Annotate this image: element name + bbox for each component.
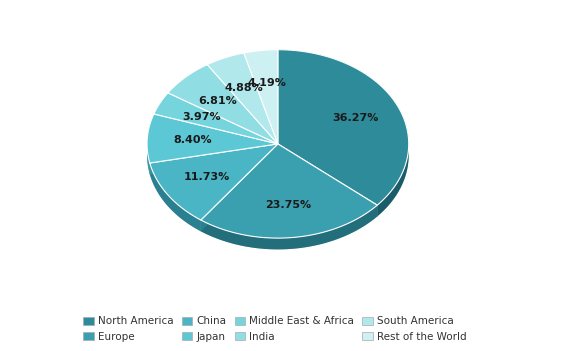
Text: 8.40%: 8.40%	[174, 135, 212, 145]
Polygon shape	[154, 93, 278, 144]
Polygon shape	[201, 144, 377, 238]
Text: 23.75%: 23.75%	[264, 200, 311, 210]
Polygon shape	[278, 144, 377, 217]
Polygon shape	[207, 53, 278, 144]
Polygon shape	[150, 144, 278, 174]
Polygon shape	[147, 114, 278, 163]
Text: 11.73%: 11.73%	[183, 172, 229, 182]
Legend: North America, Europe, China, Japan, Middle East & Africa, India, South America,: North America, Europe, China, Japan, Mid…	[79, 312, 471, 346]
Polygon shape	[201, 144, 278, 231]
Polygon shape	[278, 144, 377, 217]
Ellipse shape	[147, 61, 409, 250]
Text: 3.97%: 3.97%	[182, 112, 221, 122]
Polygon shape	[201, 205, 377, 250]
Polygon shape	[278, 50, 409, 205]
Text: 36.27%: 36.27%	[332, 113, 378, 123]
Polygon shape	[244, 50, 278, 144]
Text: 4.88%: 4.88%	[224, 83, 263, 93]
Polygon shape	[168, 65, 278, 144]
Polygon shape	[150, 144, 278, 174]
Polygon shape	[150, 144, 278, 220]
Text: 4.19%: 4.19%	[247, 78, 286, 88]
Polygon shape	[278, 50, 409, 217]
Polygon shape	[201, 144, 278, 231]
Text: 6.81%: 6.81%	[198, 95, 237, 106]
Polygon shape	[150, 163, 201, 231]
Polygon shape	[147, 114, 154, 174]
